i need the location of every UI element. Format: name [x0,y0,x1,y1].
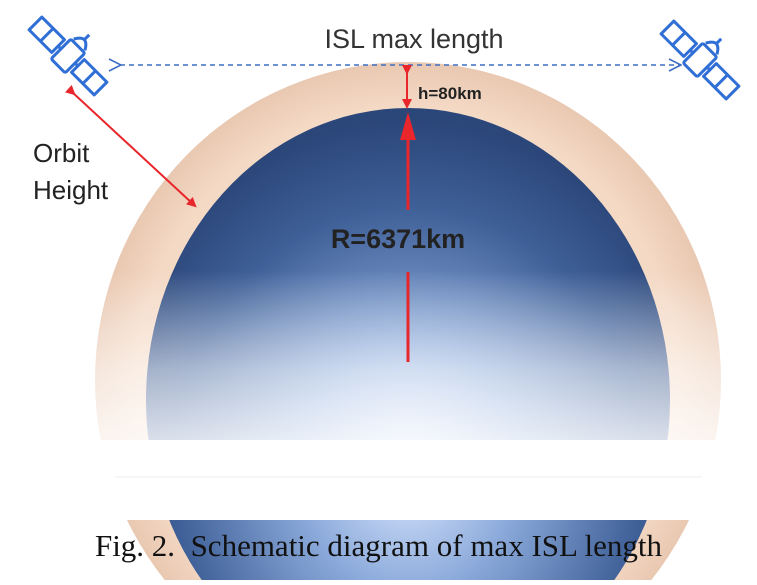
orbit-height-arrow [64,84,197,208]
orbit-height-label-line2: Height [33,175,109,205]
satellite-icon [27,15,109,97]
figure-caption-text: Schematic diagram of max ISL length [190,528,663,563]
satellite-icon [659,19,741,101]
atmosphere-height-label: h=80km [418,84,482,103]
figure-caption: Fig. 2. Schematic diagram of max ISL len… [0,528,757,564]
earth-radius-arrowhead [400,112,416,140]
figure-number: Fig. 2. [94,528,176,563]
orbit-height-label-line1: Orbit [33,138,90,168]
earth-radius-label: R=6371km [331,224,465,254]
isl-max-length-label: ISL max length [324,24,503,54]
